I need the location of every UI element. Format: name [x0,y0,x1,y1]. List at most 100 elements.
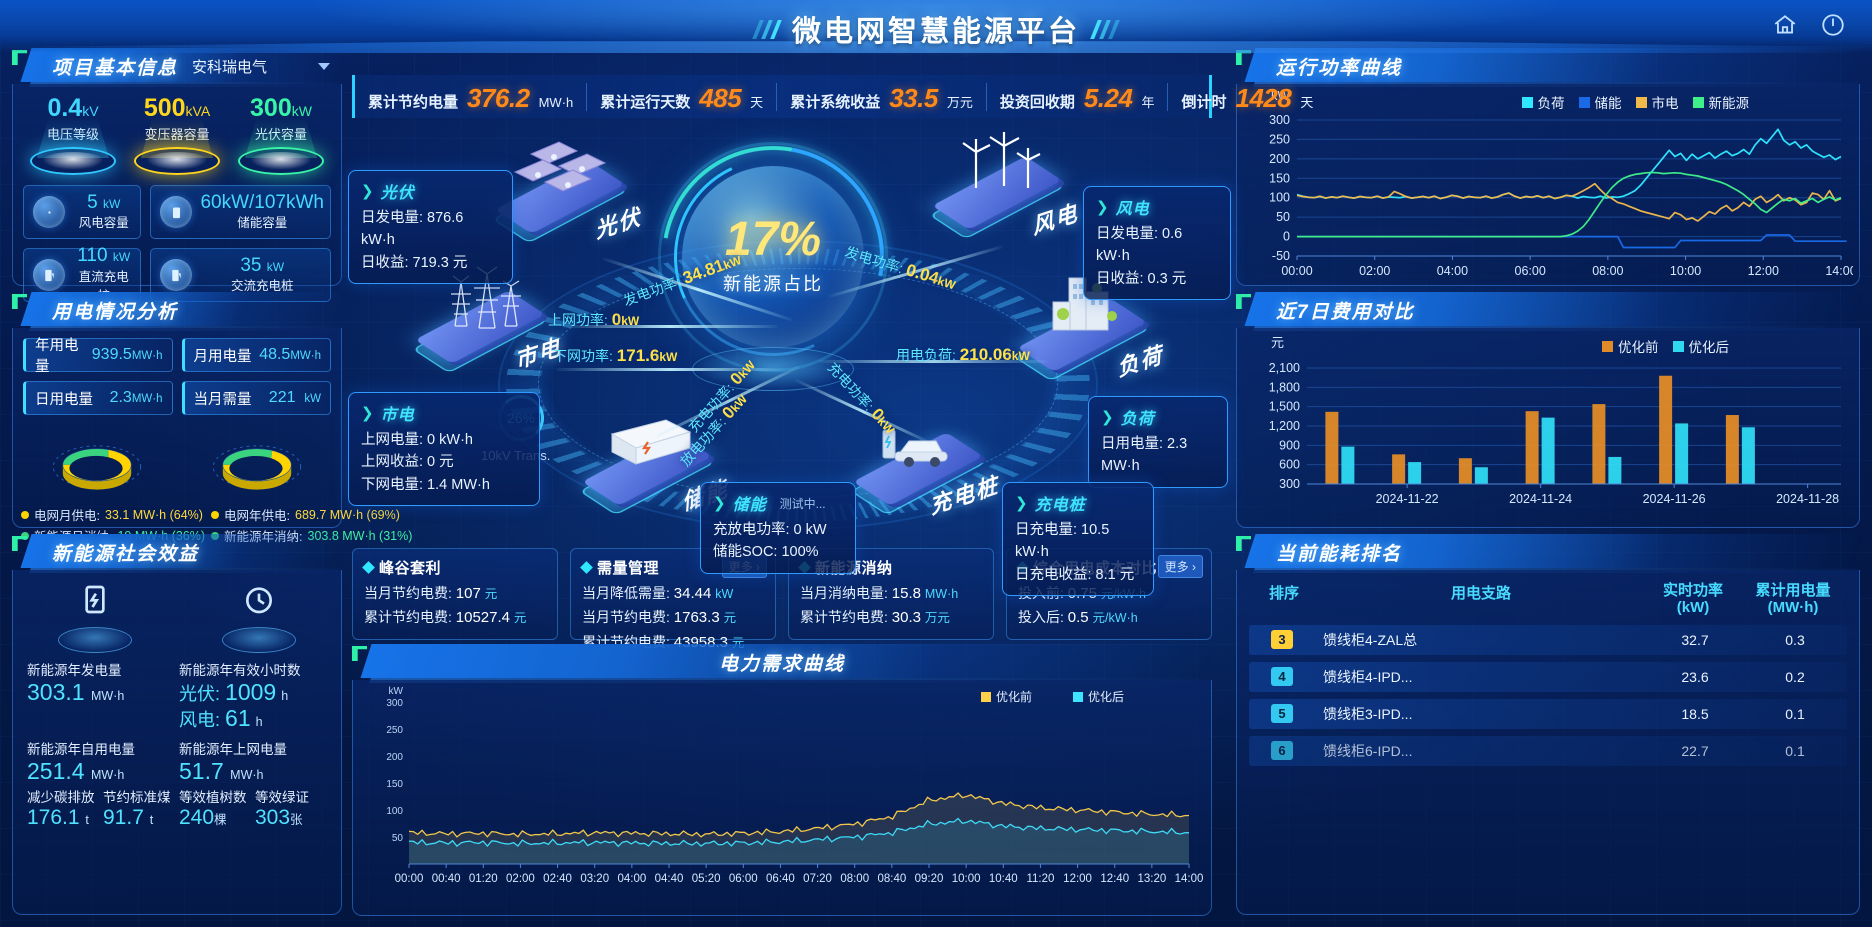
node-pv[interactable]: 光伏 [486,130,643,243]
capsule-label: 电压等级 [21,124,125,143]
svg-text:2024-11-22: 2024-11-22 [1376,492,1439,506]
node-charger[interactable]: 充电桩 [844,402,1001,519]
capsule-value: 500 [143,94,186,122]
arrow-icon: ❯ [361,405,374,422]
legend-item: 市电 [1635,92,1679,112]
svg-text:250: 250 [386,725,403,736]
panel-header: 近7日费用对比 [1236,292,1866,331]
panel-body: kW 负荷 储能 市电 新能源 -50 0 50 100 150 200 250 300 00:… [1236,84,1860,286]
mini-label: 风电容量 [78,216,129,231]
svg-text:02:00: 02:00 [1359,264,1390,278]
panel-body: 0.4kV 电压等级 500kVA 变压器容量 300kW 光伏容量 5 [12,84,342,303]
project-selector[interactable]: 安科瑞电气 [186,54,336,78]
more-button[interactable]: 更多 › [1157,555,1203,578]
kpi-value: 5.24 [1083,82,1133,113]
capsule-pv: 300kW 光伏容量 [229,96,333,175]
panel-title: 项目基本信息 [52,58,179,79]
node-wind[interactable]: 风电 [923,126,1080,239]
svg-text:05:20: 05:20 [692,873,721,885]
capsule-value: 0.4 [47,94,83,122]
renewable-percent: 17% [724,213,822,266]
svg-text:优化后: 优化后 [1088,690,1124,704]
cost-compare-panel: 近7日费用对比 元 优化前 优化后 300 600 900 1,200 1,500 1,8… [1236,292,1866,528]
ranking-panel: 当前能耗排名 排序 用电支路 实时功率 (kW) 累计用电量 (MW·h) 3 馈线… [1236,534,1866,919]
flag-icon [1236,294,1251,309]
panel-body: 元 优化前 优化后 300 600 900 1,200 1,500 1,800 2,100 2… [1236,328,1860,528]
power-icon[interactable] [1820,12,1846,38]
svg-text:10:00: 10:00 [952,873,981,885]
table-row[interactable]: 3 馈线柜4-ZAL总 32.7 0.3 [1249,624,1847,655]
svg-text:04:40: 04:40 [655,873,684,885]
legend-item: 优化后 [1672,336,1729,356]
kpi-label: 累计运行天数 [600,93,691,111]
svg-text:13:20: 13:20 [1137,873,1166,885]
svg-text:06:00: 06:00 [1515,264,1546,278]
panel-header: 运行功率曲线 [1236,48,1866,87]
svg-text:2024-11-28: 2024-11-28 [1776,492,1839,506]
donut-month [39,425,155,501]
arrow-icon: ❯ [713,495,726,512]
node-label-wind: 风电 [1030,199,1081,240]
kpi-value: 376.2 [467,82,530,113]
usage-cell: 月用电量 48.5MW·h [181,338,331,372]
header-actions [1772,12,1846,38]
svg-text:09:20: 09:20 [915,873,944,885]
node-label-load: 负荷 [1115,341,1166,382]
node-load[interactable]: 负荷 [1008,268,1165,381]
ev-charger-icon [844,402,994,474]
svg-text:04:00: 04:00 [617,873,646,885]
panel-body: 排序 用电支路 实时功率 (kW) 累计用电量 (MW·h) 3 馈线柜4-ZAL总… [1236,570,1860,915]
svg-text:1,500: 1,500 [1269,400,1300,414]
chevron-down-icon [318,62,330,70]
cost-axis-unit: 元 [1271,335,1285,350]
capsule-disc [30,147,116,175]
title-wrap: 微电网智慧能源平台 [752,8,1120,50]
panel-body: 年用电量 939.5MW·h 月用电量 48.5MW·h 日用电量 2.3MW·h 当… [12,328,412,544]
capsule-transformer: 500kVA 变压器容量 [125,96,229,175]
card-renewable-consumption: 新能源消纳 当月消纳电量: 15.8 MW·h 累计节约电费: 30.3 万元 [788,548,994,640]
kpi-unit: 天 [1300,94,1314,110]
social-benefit-panel: 新能源社会效益 新能源年发电量 303.1 MW·h 新能源年有效小时数 光伏:… [12,534,348,919]
panel-header: 用电情况分析 [12,292,348,331]
svg-text:1,800: 1,800 [1269,380,1300,394]
clock-icon [199,582,319,653]
svg-text:00:00: 00:00 [395,873,424,885]
kpi-unit: 天 [750,94,764,110]
arrow-icon: ❯ [361,183,374,200]
battery-icon [160,196,193,228]
power-axis-unit: kW [1271,88,1290,103]
svg-text:250: 250 [1269,132,1290,146]
svg-text:200: 200 [1269,152,1290,166]
usage-donuts [13,419,341,501]
renewable-percent-label: 新能源占比 [723,274,823,294]
home-icon[interactable] [1772,12,1798,38]
kpi-item: 累计节约电量 376.2 MW·h [355,82,588,113]
social-row: 减少碳排放 176.1 t 节约标准煤 91.7 t 等效植树数 240棵 等效… [27,790,309,830]
project-info-panel: 项目基本信息 安科瑞电气 0.4kV 电压等级 500kVA 变压器容量 300… [12,48,348,303]
svg-text:01:20: 01:20 [469,873,498,885]
svg-text:200: 200 [386,752,403,763]
svg-text:08:00: 08:00 [1592,264,1623,278]
card-peak-valley: 峰谷套利 当月节约电费: 107 元 累计节约电费: 10527.4 元 [352,548,558,640]
infobox-charger: ❯ 充电桩 日充电量: 10.5 kW·h 日充电收益: 8.1 元 [1002,482,1154,597]
table-row[interactable]: 5 馈线柜3-IPD... 18.5 0.1 [1249,698,1847,729]
beam-grid-import [556,368,786,371]
panel-body: 50 100 150 200 250 300 kW 00:00 00:40 01:20 02:00 0… [352,680,1212,916]
panel-title: 新能源社会效益 [52,544,200,565]
svg-text:00:40: 00:40 [432,873,461,885]
arrow-icon: ❯ [1101,409,1114,426]
svg-text:07:20: 07:20 [803,873,832,885]
infobox-storage: ❯ 储能 测试中... 充放电功率: 0 kW 储能SOC: 100% [700,482,856,574]
svg-text:11:20: 11:20 [1026,873,1054,885]
svg-text:00:00: 00:00 [1281,264,1312,278]
legend-item: 电网年供电: 689.7 MW·h (69%) [211,505,412,524]
cost-legend: 优化前 优化后 [1602,336,1729,356]
col-power: 实时功率 (kW) [1662,582,1723,617]
mini-unit: kW [112,250,131,265]
table-row[interactable]: 4 馈线柜4-IPD... 23.6 0.2 [1249,661,1847,692]
energy-flow-diagram: 17% 新能源占比 光伏 [348,102,1228,540]
svg-text:900: 900 [1279,438,1300,452]
table-row[interactable]: 6 馈线柜6-IPD... 22.7 0.1 [1249,735,1847,766]
legend-item: 新能源 [1692,92,1749,112]
svg-text:06:40: 06:40 [766,873,795,885]
